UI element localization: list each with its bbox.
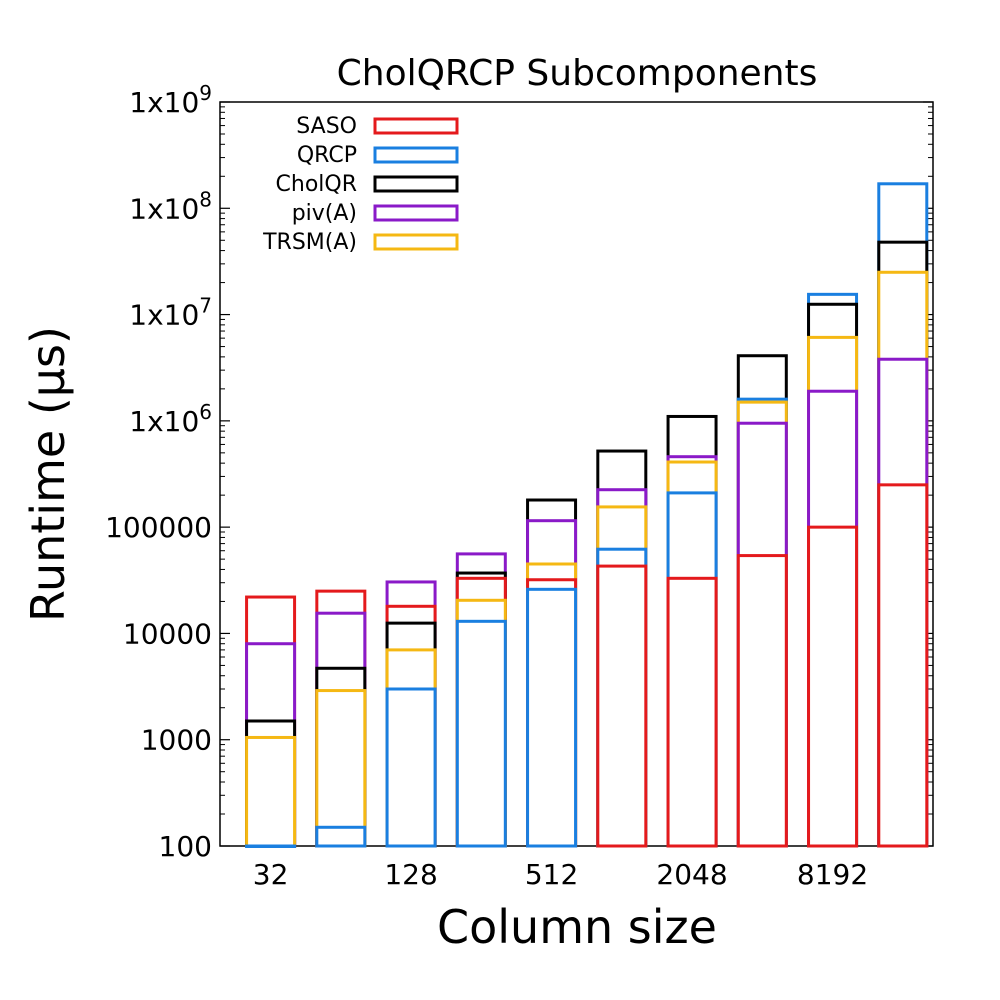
bar-trsm-a [315,689,367,848]
x-tick-label: 8192 [797,858,868,891]
bar-saso [877,483,929,848]
bar-saso [807,525,859,848]
bar-saso [596,564,648,848]
y-axis-label: Runtime (µs) [21,326,75,622]
x-axis: 32 128 512 2048 8192 [253,836,904,891]
x-axis-label: Column size [437,900,717,954]
y-tick-label: 10000 [123,617,212,650]
x-tick-label: 128 [384,858,437,891]
legend-swatch [373,233,459,251]
legend: SASO QRCP CholQR piv(A) TRSM(A) [262,114,459,255]
bars-layer [245,182,929,848]
bar-qrcp [385,687,437,848]
y-tick-label: 1000 [141,724,212,757]
bar-saso [666,576,718,848]
y-tick-label: 1x108 [129,187,212,225]
legend-label: CholQR [276,172,357,197]
x-tick-label: 2048 [656,858,727,891]
bar-qrcp [245,844,297,848]
bar-saso [736,554,788,848]
y-tick-label: 1x106 [129,400,212,438]
legend-label: piv(A) [292,201,357,226]
x-tick-label: 512 [525,858,578,891]
legend-label: SASO [296,114,357,139]
x-tick-label: 32 [253,858,289,891]
bar-qrcp [315,825,367,848]
legend-label: TRSM(A) [262,230,357,255]
bar-trsm-a [245,735,297,848]
legend-swatch [373,146,459,164]
legend-swatch [373,117,459,135]
chart-title: CholQRCP Subcomponents [337,53,818,94]
bar-qrcp [455,619,507,848]
bar-qrcp [526,587,578,848]
legend-swatch [373,204,459,222]
y-axis: 100 1000 10000 100000 1x106 1x107 1x108 1x109 [105,81,933,863]
legend-label: QRCP [297,143,357,168]
y-tick-label: 1x109 [129,81,212,119]
y-tick-label: 100000 [105,511,212,544]
y-tick-label: 1x107 [129,294,212,332]
legend-swatch [373,175,459,193]
y-tick-label: 100 [159,830,212,863]
